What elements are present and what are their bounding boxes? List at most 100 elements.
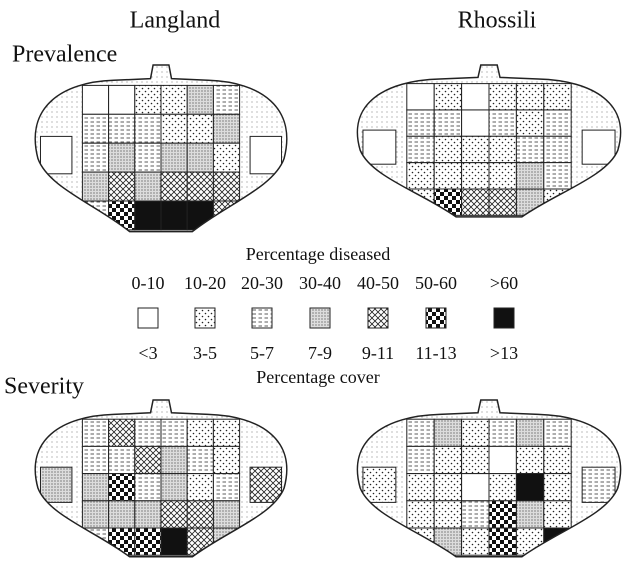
map-cell: [187, 446, 213, 473]
map-cell: [489, 501, 516, 528]
map-cell: [135, 501, 161, 528]
map-cell: [544, 136, 571, 162]
map-cell: [135, 114, 161, 143]
legend-swatch: [138, 308, 158, 328]
map-cell: [407, 474, 434, 501]
map-cell: [516, 163, 543, 189]
map-cell: [213, 419, 239, 446]
map-cell: [82, 201, 108, 230]
legend-subtitle: Percentage cover: [256, 367, 379, 387]
map-cell: [516, 110, 543, 136]
legend-label: 0-10: [132, 273, 165, 293]
map-cell: [489, 163, 516, 189]
map-cell: [544, 474, 571, 501]
map-cell: [544, 189, 571, 215]
legend-label: >13: [490, 343, 518, 363]
map-cell: [489, 528, 516, 555]
map-cell: [462, 163, 489, 189]
map-cell: [109, 474, 135, 501]
map-cell: [213, 172, 239, 201]
map-cell: [187, 85, 213, 114]
legend-label: 10-20: [184, 273, 226, 293]
map-cell: [407, 419, 434, 446]
map-cell: [434, 501, 461, 528]
map-cell: [109, 114, 135, 143]
figure: Langland Rhossili Prevalence Severity Pe…: [0, 0, 632, 564]
map-cell: [250, 467, 281, 502]
map-cell: [109, 172, 135, 201]
map-cell: [407, 84, 434, 110]
map-cell: [82, 474, 108, 501]
map-cell: [82, 114, 108, 143]
map-cell: [462, 110, 489, 136]
row-title: Prevalence: [12, 42, 117, 68]
map-cell: [135, 143, 161, 172]
map-cell: [434, 163, 461, 189]
map-cell: [516, 446, 543, 473]
map-cell: [462, 446, 489, 473]
map-cell: [489, 474, 516, 501]
map-cell: [363, 130, 396, 164]
map-cell: [516, 84, 543, 110]
map-cell: [544, 110, 571, 136]
map-cell: [161, 201, 187, 230]
map-cell: [161, 143, 187, 172]
map-cell: [462, 528, 489, 555]
legend-label: 40-50: [357, 273, 399, 293]
legend-label: >60: [490, 273, 518, 293]
map-cell: [109, 501, 135, 528]
map-cell: [489, 84, 516, 110]
map-cell: [516, 501, 543, 528]
legend-label: 30-40: [299, 273, 341, 293]
map-cell: [434, 110, 461, 136]
map-cell: [161, 501, 187, 528]
map-cell: [161, 446, 187, 473]
map-cell: [434, 136, 461, 162]
map-cell: [544, 446, 571, 473]
map-cell: [109, 85, 135, 114]
column-title: Rhossili: [458, 8, 537, 34]
map-cell: [582, 130, 615, 164]
map-cell: [407, 189, 434, 215]
map-cell: [489, 419, 516, 446]
map-cell: [187, 143, 213, 172]
map-cell: [434, 474, 461, 501]
column-title: Langland: [130, 8, 221, 34]
map-cell: [109, 419, 135, 446]
legend-label: 11-13: [415, 343, 456, 363]
map-cell: [213, 474, 239, 501]
legend-label: 20-30: [241, 273, 283, 293]
map-cell: [489, 446, 516, 473]
map-cell: [462, 501, 489, 528]
legend-swatch: [195, 308, 215, 328]
map-cell: [213, 85, 239, 114]
map-cell: [161, 419, 187, 446]
map-cell: [187, 172, 213, 201]
map-cell: [407, 501, 434, 528]
map-cell: [82, 85, 108, 114]
map-cell: [434, 84, 461, 110]
map-cell: [161, 172, 187, 201]
map-cell: [407, 110, 434, 136]
map-cell: [161, 114, 187, 143]
map-cell: [462, 189, 489, 215]
legend-label: 5-7: [250, 343, 274, 363]
map-cell: [40, 136, 71, 173]
map-cell: [516, 136, 543, 162]
map-cell: [434, 446, 461, 473]
legend-swatch: [252, 308, 272, 328]
map-cell: [544, 501, 571, 528]
map-cell: [82, 172, 108, 201]
map-cell: [363, 467, 396, 502]
map-cell: [109, 446, 135, 473]
map-cell: [213, 446, 239, 473]
map-cell: [462, 474, 489, 501]
map-cell: [109, 143, 135, 172]
map-cell: [544, 528, 571, 555]
map-cell: [250, 136, 281, 173]
map-cell: [213, 501, 239, 528]
map-cell: [135, 474, 161, 501]
map-cell: [407, 136, 434, 162]
map-cell: [135, 172, 161, 201]
map-cell: [516, 419, 543, 446]
